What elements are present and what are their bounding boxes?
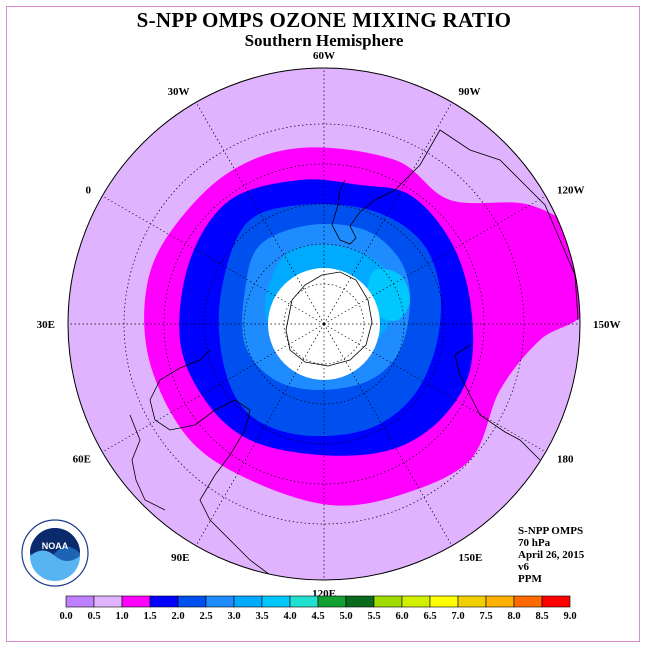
- colorbar-tick-label: 3.5: [255, 611, 268, 622]
- parallel-circle: [203, 203, 445, 445]
- australia-nz-coastline: [149, 349, 301, 580]
- south-america-coastline: [331, 129, 579, 321]
- noaa-logo: NOAA: [21, 519, 89, 587]
- colorbar-tick-label: 7.0: [451, 611, 464, 622]
- parallel-circle: [243, 243, 405, 405]
- colorbar-swatch: [513, 595, 543, 608]
- colorbar-tick-label: 1.5: [143, 611, 156, 622]
- colorbar-swatch: [485, 595, 515, 608]
- noaa-logo-text: NOAA: [42, 541, 69, 551]
- colorbar-tick-label: 7.5: [479, 611, 492, 622]
- colorbar-swatch: [345, 595, 375, 608]
- colorbar-swatch: [261, 595, 291, 608]
- longitude-label: 60W: [313, 50, 335, 62]
- south-pole-dot: [322, 322, 326, 326]
- colorbar-tick-label: 9.0: [563, 611, 576, 622]
- colorbar-tick-label: 0.0: [59, 611, 72, 622]
- coastlines: [129, 129, 579, 580]
- longitude-label: 30W: [168, 86, 190, 98]
- colorbar-swatch: [121, 595, 151, 608]
- longitude-label: 0: [86, 185, 92, 197]
- colorbar-swatch: [289, 595, 319, 608]
- info-level: 70 hPa: [518, 537, 551, 549]
- longitude-label: 150E: [459, 552, 483, 564]
- australia-east-coastline: [129, 414, 166, 511]
- map-title: S-NPP OMPS OZONE MIXING RATIO: [136, 8, 512, 32]
- info-instrument: S-NPP OMPS: [518, 525, 584, 537]
- info-version: v6: [518, 561, 529, 573]
- longitude-label: 120W: [557, 185, 585, 197]
- meridian-line: [323, 102, 453, 325]
- meridian-line: [323, 195, 546, 325]
- colorbar-tick-label: 4.5: [311, 611, 324, 622]
- globe-outline: [67, 67, 581, 581]
- longitude-label: 30E: [37, 319, 55, 331]
- colorbar-tick-label: 4.0: [283, 611, 296, 622]
- colorbar-swatch: [429, 595, 459, 608]
- colorbar-swatch: [205, 595, 235, 608]
- ozone-contour-bands: [144, 147, 580, 506]
- info-units: PPM: [518, 573, 542, 585]
- info-date: April 26, 2015: [518, 549, 585, 561]
- colorbar-swatch: [65, 595, 95, 608]
- meridian-line: [323, 323, 453, 546]
- colorbar-tick-label: 0.5: [87, 611, 100, 622]
- parallel-circle: [123, 123, 525, 525]
- band-3-5-4-0: [367, 268, 411, 321]
- colorbar-swatch: [233, 595, 263, 608]
- meridian-line: [102, 323, 325, 453]
- longitude-label: 90W: [459, 86, 481, 98]
- colorbar-tick-label: 8.0: [507, 611, 520, 622]
- parallel-circle: [163, 163, 485, 485]
- colorbar-swatch: [177, 595, 207, 608]
- africa-coastline: [454, 344, 541, 461]
- colorbar-tick-label: 6.0: [395, 611, 408, 622]
- meridian-line: [102, 195, 325, 325]
- longitude-label: 180: [557, 454, 574, 466]
- longitude-label: 150W: [593, 319, 621, 331]
- longitude-label: 60E: [73, 454, 91, 466]
- colorbar-tick-label: 3.0: [227, 611, 240, 622]
- colorbar-swatch: [457, 595, 487, 608]
- colorbar-tick-label: 2.5: [199, 611, 212, 622]
- meridian-line: [195, 323, 325, 546]
- colorbar-tick-label: 5.0: [339, 611, 352, 622]
- colorbar-tick-label: 2.0: [171, 611, 184, 622]
- colorbar-swatch: [541, 595, 571, 608]
- colorbar-tick-label: 1.0: [115, 611, 128, 622]
- meridian-line: [323, 323, 546, 453]
- colorbar: 0.0 0.5 1.0 1.5 2.0 2.5 3.0 3.5 4.0 4.5 5.0 5.5 6.0 6…: [59, 595, 577, 622]
- meridian-line: [195, 102, 325, 325]
- colorbar-swatch: [373, 595, 403, 608]
- colorbar-tick-label: 8.5: [535, 611, 548, 622]
- colorbar-swatch: [149, 595, 179, 608]
- parallel-circle: [283, 283, 365, 365]
- colorbar-swatch: [93, 595, 123, 608]
- colorbar-swatch: [401, 595, 431, 608]
- plot-frame: [6, 6, 640, 642]
- graticule: [68, 68, 580, 580]
- antarctica-coastline: [285, 271, 373, 367]
- longitude-label: 90E: [171, 552, 189, 564]
- colorbar-tick-label: 6.5: [423, 611, 436, 622]
- colorbar-swatch: [317, 595, 347, 608]
- colorbar-tick-label: 5.5: [367, 611, 380, 622]
- map-subtitle: Southern Hemisphere: [244, 31, 404, 50]
